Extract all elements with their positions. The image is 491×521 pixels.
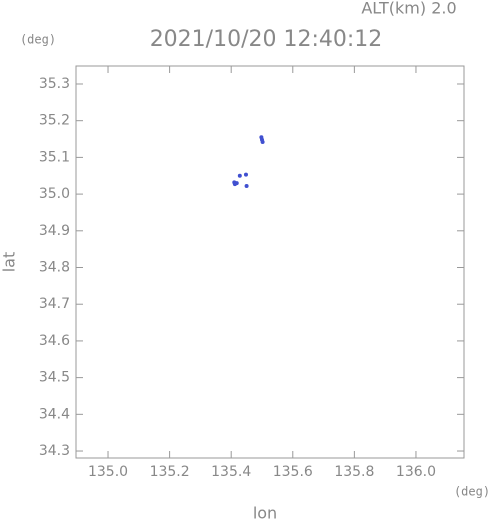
- point: [260, 139, 265, 144]
- chart-title: 2021/10/20 12:40:12: [150, 27, 383, 52]
- y-tick-label: 34.5: [39, 370, 70, 386]
- y-tick-label: 34.4: [39, 406, 70, 422]
- y-tick-label: 35.2: [39, 113, 70, 129]
- y-tick-label: 34.9: [39, 223, 70, 239]
- plot-frame: [75, 65, 465, 459]
- point: [234, 181, 239, 186]
- y-tick-label: 34.8: [39, 260, 70, 276]
- x-tick-label: 136.0: [396, 464, 436, 480]
- y-tick-label: 34.3: [39, 443, 70, 459]
- point: [244, 184, 249, 189]
- x-tick-label: 135.4: [211, 464, 251, 480]
- x-axis-label: lon: [253, 504, 277, 521]
- y-unit: (deg): [20, 33, 56, 47]
- y-tick-label: 35.3: [39, 76, 70, 92]
- x-tick-label: 135.6: [273, 464, 313, 480]
- y-tick-label: 35.1: [39, 149, 70, 165]
- x-tick-label: 135.2: [150, 464, 190, 480]
- altitude-label: ALT(km) 2.0: [361, 0, 456, 18]
- x-tick-label: 135.8: [334, 464, 374, 480]
- point: [237, 173, 242, 178]
- point: [243, 172, 248, 177]
- y-tick-label: 34.6: [39, 333, 70, 349]
- y-tick-label: 34.7: [39, 296, 70, 312]
- x-unit: (deg): [454, 485, 490, 499]
- x-tick-label: 135.0: [88, 464, 128, 480]
- y-axis-label: lat: [0, 252, 19, 273]
- y-tick-label: 35.0: [39, 186, 70, 202]
